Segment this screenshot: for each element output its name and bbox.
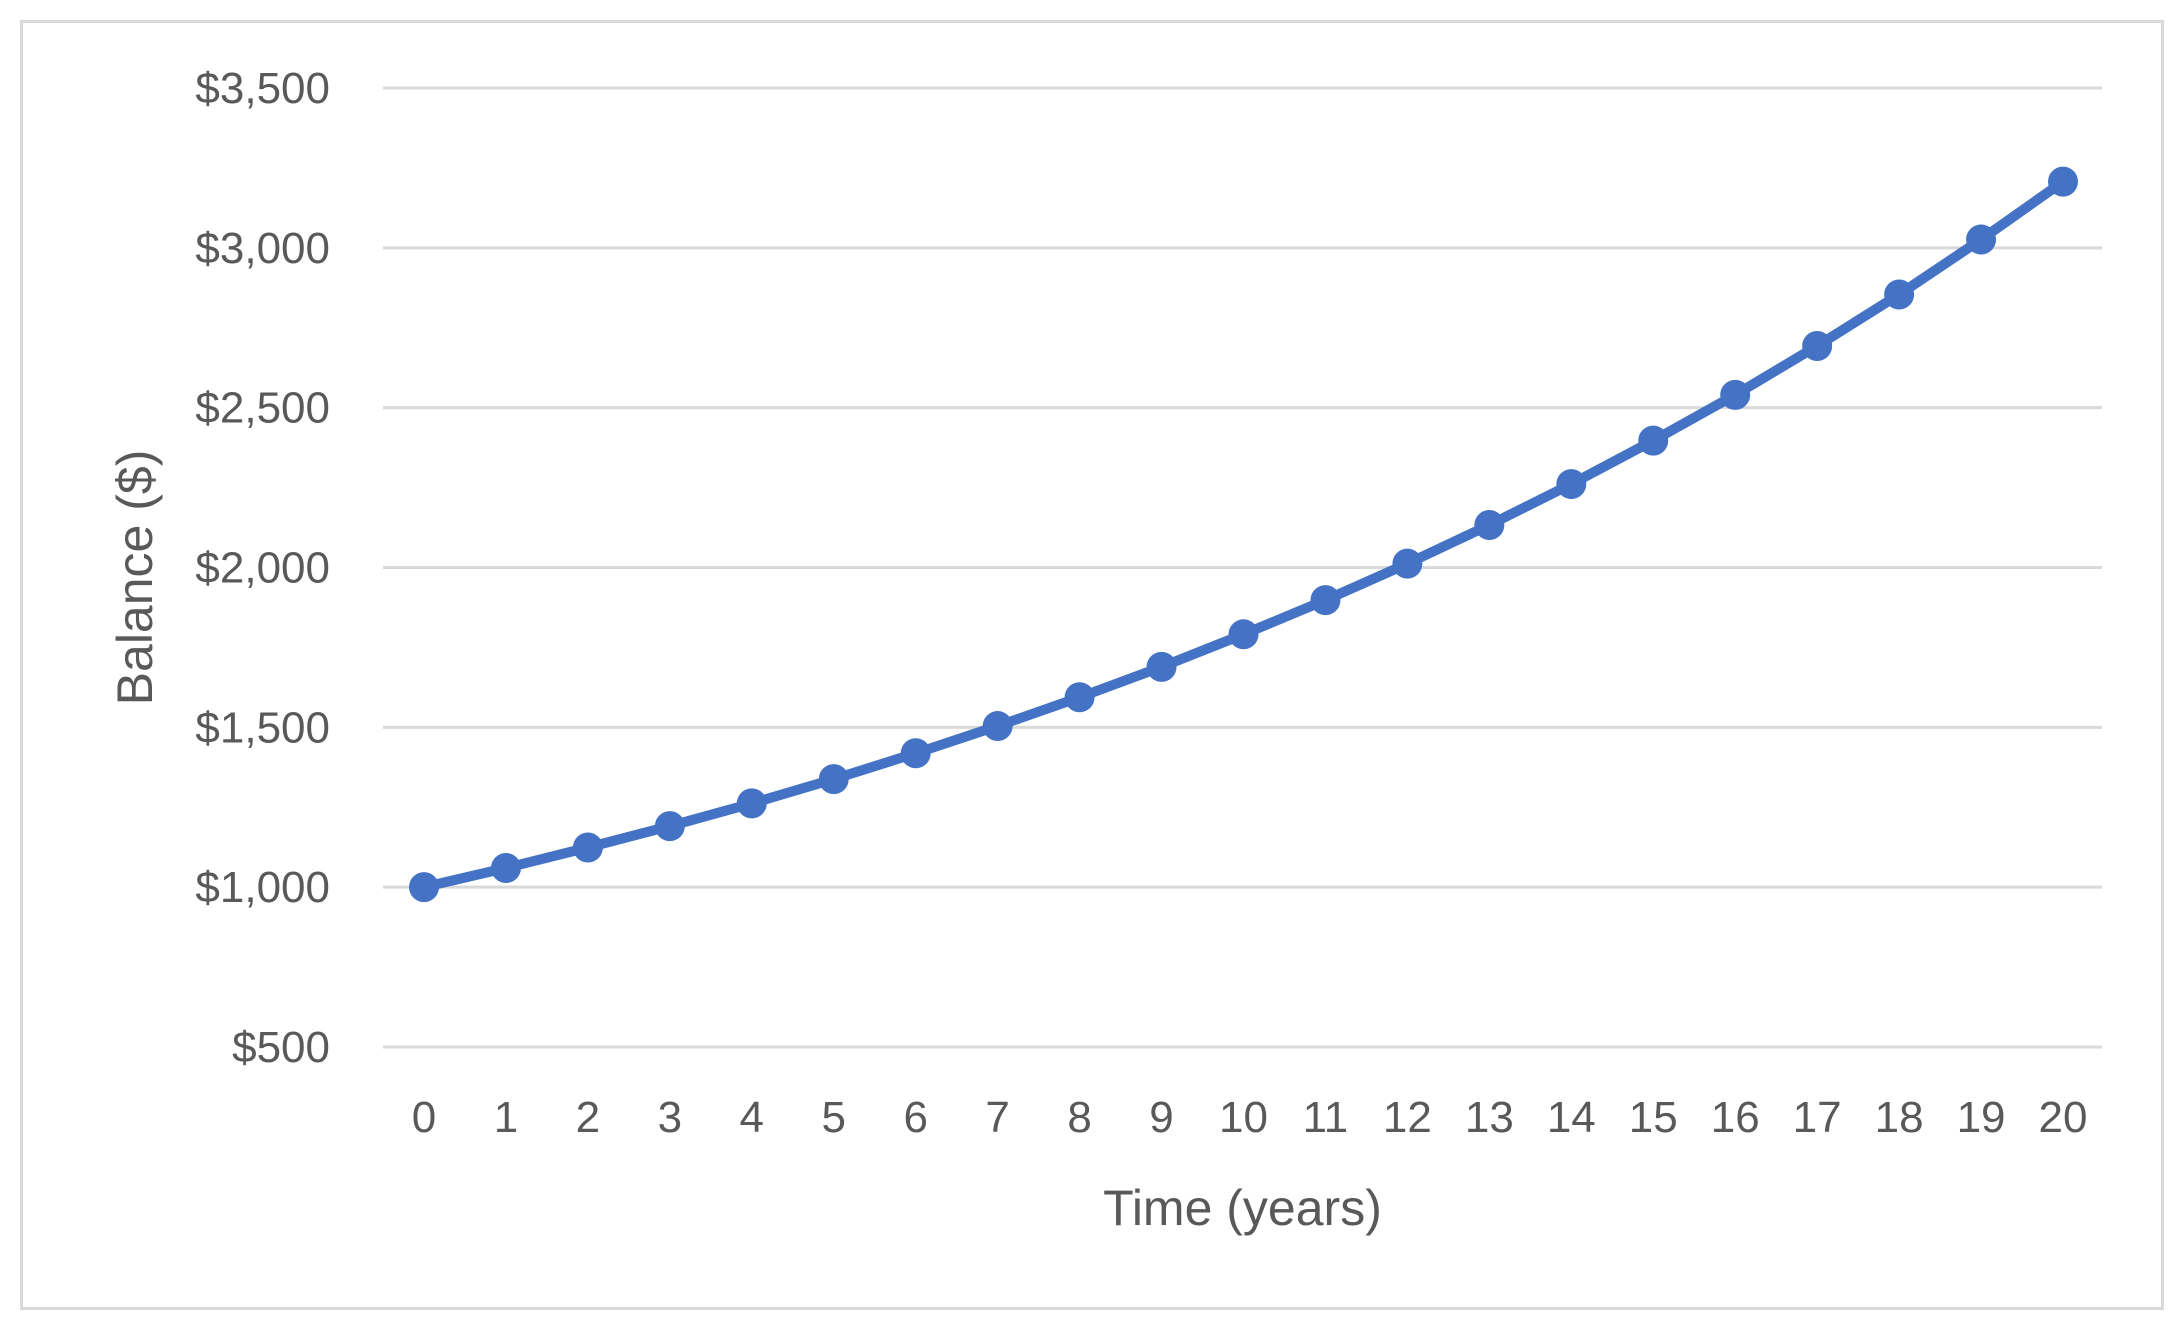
data-point (1884, 279, 1915, 310)
data-point (490, 852, 521, 883)
data-point (1474, 509, 1505, 540)
x-axis-title: Time (years) (1103, 1180, 1382, 1236)
x-tick-label: 4 (740, 1093, 764, 1142)
x-tick-label: 8 (1067, 1093, 1091, 1142)
data-point (818, 764, 849, 795)
x-tick-label: 16 (1711, 1093, 1760, 1142)
series-line (419, 176, 2068, 893)
data-point (654, 811, 685, 842)
data-point (736, 788, 767, 819)
data-point (1392, 548, 1423, 579)
data-point (1720, 379, 1751, 410)
y-tick-label: $1,500 (195, 703, 330, 752)
chart-frame (20, 20, 2164, 1310)
x-tick-label: 17 (1793, 1093, 1842, 1142)
data-point (1802, 330, 1833, 361)
x-tick-label: 18 (1875, 1093, 1924, 1142)
y-tick-label: $2,000 (195, 544, 330, 593)
x-tick-label: 2 (576, 1093, 600, 1142)
x-axis-tick-labels: 0 1 2 3 4 5 6 7 8 9 10 11 12 13 14 15 16 17 18 19 20 (412, 1093, 2088, 1142)
y-axis-tick-labels: $500 $1,000 $1,500 $2,000 $2,500 $3,000 $3,500 (195, 64, 330, 1072)
x-tick-label: 1 (494, 1093, 518, 1142)
x-tick-label: 12 (1383, 1093, 1432, 1142)
data-point (1064, 682, 1095, 713)
x-tick-label: 6 (903, 1093, 927, 1142)
data-point (1966, 224, 1997, 255)
x-tick-label: 7 (985, 1093, 1009, 1142)
x-tick-label: 9 (1149, 1093, 1173, 1142)
x-tick-label: 19 (1957, 1093, 2006, 1142)
data-point (982, 711, 1013, 742)
data-point (1556, 469, 1587, 500)
x-tick-label: 13 (1465, 1093, 1514, 1142)
y-tick-label: $3,000 (195, 224, 330, 273)
series-group (409, 166, 2078, 903)
y-tick-label: $1,000 (195, 863, 330, 912)
data-point (1310, 585, 1341, 616)
x-tick-label: 14 (1547, 1093, 1596, 1142)
x-tick-label: 11 (1303, 1093, 1349, 1142)
x-tick-label: 5 (822, 1093, 846, 1142)
x-tick-label: 3 (658, 1093, 682, 1142)
x-tick-label: 10 (1219, 1093, 1268, 1142)
data-point (1228, 619, 1259, 650)
data-point (1638, 425, 1669, 456)
x-tick-label: 0 (412, 1093, 436, 1142)
x-tick-label: 20 (2039, 1093, 2088, 1142)
data-point (900, 738, 931, 769)
data-point (409, 872, 439, 903)
data-point (1146, 651, 1177, 682)
y-tick-label: $3,500 (195, 64, 330, 113)
y-tick-label: $500 (232, 1023, 330, 1072)
data-point (2048, 166, 2078, 197)
data-point (572, 832, 603, 863)
gridlines (383, 86, 2102, 1049)
x-tick-label: 15 (1629, 1093, 1678, 1142)
y-tick-label: $2,500 (195, 384, 330, 433)
y-axis-title: Balance ($) (107, 450, 163, 706)
